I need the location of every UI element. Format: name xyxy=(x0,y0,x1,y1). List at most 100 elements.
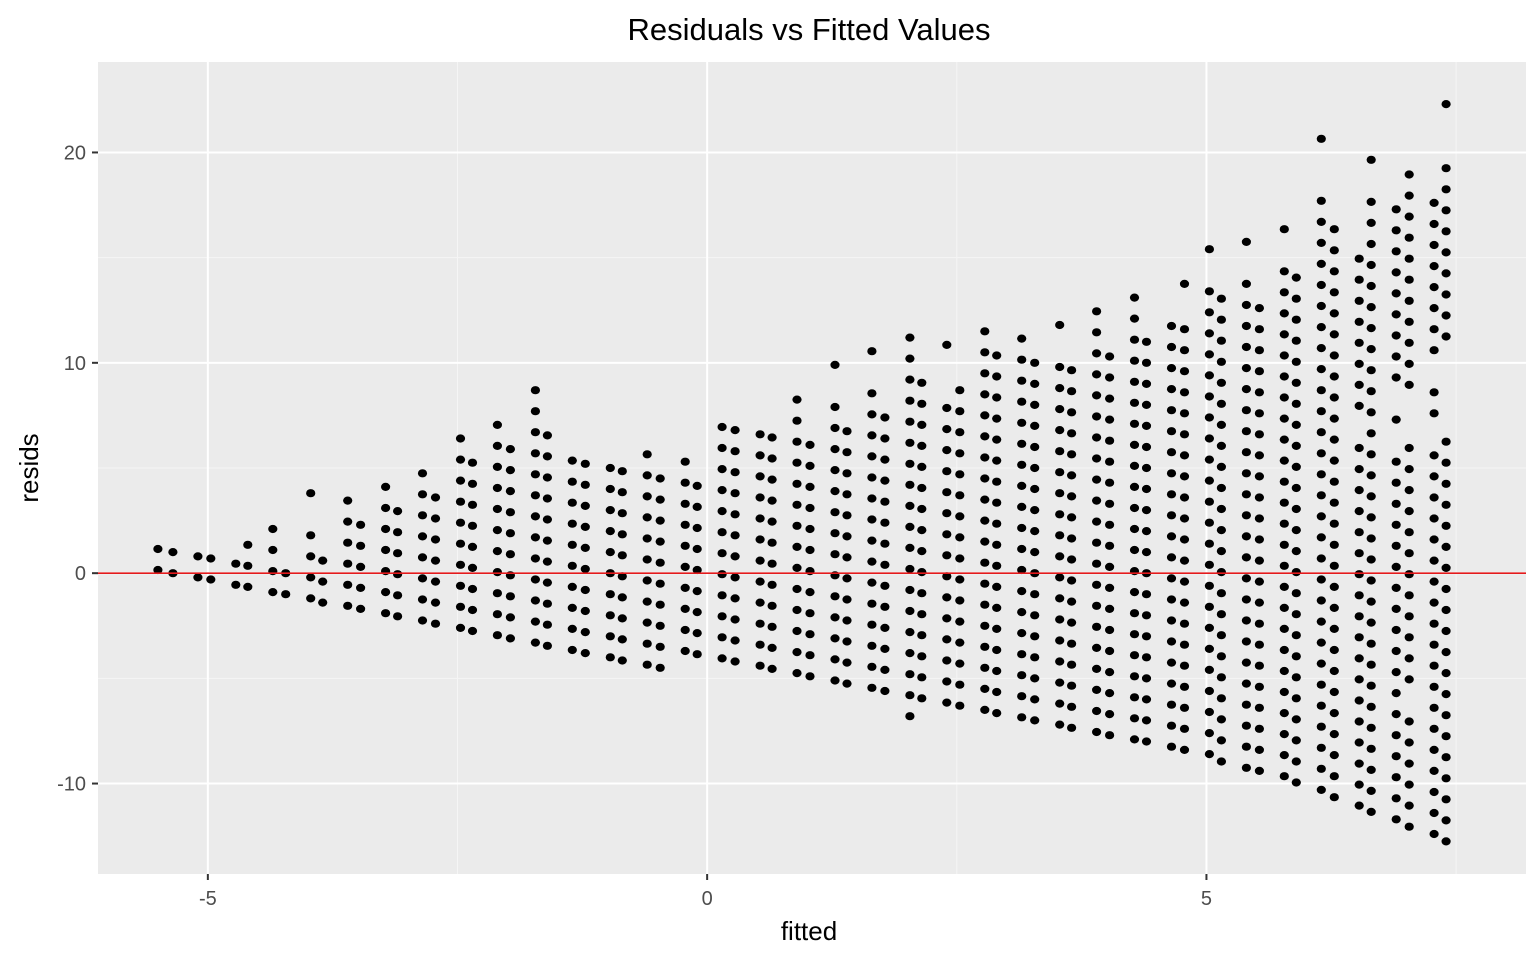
data-point xyxy=(530,533,541,542)
data-point xyxy=(880,539,890,548)
data-point xyxy=(530,449,541,458)
data-point xyxy=(905,459,915,468)
data-point xyxy=(1129,398,1140,407)
data-point xyxy=(692,587,702,596)
data-point xyxy=(905,691,915,700)
data-point xyxy=(1441,648,1451,657)
data-point xyxy=(567,561,577,570)
data-point xyxy=(730,468,740,477)
data-point xyxy=(1441,816,1451,825)
data-point xyxy=(1329,330,1339,339)
data-point xyxy=(880,560,890,569)
data-point xyxy=(1179,409,1190,418)
data-point xyxy=(905,438,915,447)
data-point xyxy=(1366,555,1376,564)
data-point xyxy=(1291,568,1301,577)
data-point xyxy=(905,417,915,426)
data-point xyxy=(1279,751,1289,760)
data-point xyxy=(1179,493,1190,502)
y-tick-label: -10 xyxy=(57,774,86,796)
data-point xyxy=(1067,387,1077,396)
data-point xyxy=(1366,345,1376,354)
data-point xyxy=(1092,370,1102,379)
data-point xyxy=(992,645,1002,655)
x-tick-label: -5 xyxy=(199,888,217,910)
data-point xyxy=(1404,212,1414,221)
data-point xyxy=(1216,357,1226,366)
data-point xyxy=(1055,489,1065,498)
data-point xyxy=(805,482,815,491)
data-point xyxy=(980,558,990,567)
data-point xyxy=(1329,309,1339,318)
data-point xyxy=(417,490,428,499)
data-point xyxy=(1366,534,1376,543)
data-point xyxy=(1216,736,1226,745)
data-point xyxy=(1241,574,1251,583)
data-point xyxy=(1067,555,1077,564)
data-point xyxy=(1404,570,1414,579)
data-point xyxy=(867,389,877,398)
data-point xyxy=(917,547,927,556)
data-point xyxy=(1291,526,1301,535)
data-point xyxy=(1391,415,1401,424)
data-point xyxy=(655,474,665,483)
data-point xyxy=(1017,481,1027,490)
data-point xyxy=(455,602,466,611)
data-point xyxy=(1166,742,1177,751)
data-point xyxy=(1316,617,1326,626)
data-point xyxy=(955,596,965,605)
data-point xyxy=(792,542,802,552)
data-point xyxy=(1404,780,1414,789)
data-point xyxy=(1404,191,1414,200)
data-point xyxy=(1391,289,1401,298)
data-point xyxy=(1291,610,1301,619)
data-point xyxy=(343,538,353,547)
data-point xyxy=(1316,134,1326,143)
data-point xyxy=(567,477,577,486)
data-point xyxy=(905,333,915,342)
data-point xyxy=(1129,735,1140,744)
data-point xyxy=(1429,808,1439,818)
data-point xyxy=(1129,672,1140,681)
data-point xyxy=(755,451,765,460)
data-point xyxy=(692,629,702,638)
data-point xyxy=(1316,259,1326,268)
data-point xyxy=(1329,751,1339,760)
data-point xyxy=(1216,757,1226,766)
data-point xyxy=(1391,625,1401,635)
data-point xyxy=(193,552,203,561)
data-point xyxy=(1055,552,1065,561)
data-point xyxy=(1241,721,1251,730)
data-point xyxy=(1429,703,1439,712)
data-point xyxy=(1254,514,1264,523)
data-point xyxy=(1216,336,1226,345)
data-point xyxy=(1254,430,1264,439)
data-point xyxy=(1216,483,1226,493)
data-point xyxy=(655,621,665,630)
data-point xyxy=(830,613,840,622)
data-point xyxy=(1316,512,1326,521)
data-point xyxy=(1241,553,1251,562)
data-point xyxy=(492,441,502,450)
data-point xyxy=(1055,636,1065,645)
data-point xyxy=(1404,338,1414,347)
data-point xyxy=(542,452,553,461)
data-point xyxy=(1092,412,1102,421)
data-point xyxy=(1179,598,1190,607)
data-point xyxy=(1241,532,1251,541)
data-point xyxy=(1030,463,1040,473)
data-point xyxy=(1179,745,1190,755)
data-point xyxy=(1354,738,1364,747)
data-point xyxy=(542,515,553,524)
data-point xyxy=(905,522,915,532)
data-point xyxy=(692,544,702,554)
data-point xyxy=(830,550,840,559)
data-point xyxy=(1204,350,1214,359)
data-point xyxy=(580,628,590,637)
data-point xyxy=(430,493,441,502)
data-point xyxy=(206,554,216,563)
data-point xyxy=(1254,304,1264,313)
data-point xyxy=(917,631,927,640)
data-point xyxy=(867,473,877,482)
data-point xyxy=(530,470,541,479)
